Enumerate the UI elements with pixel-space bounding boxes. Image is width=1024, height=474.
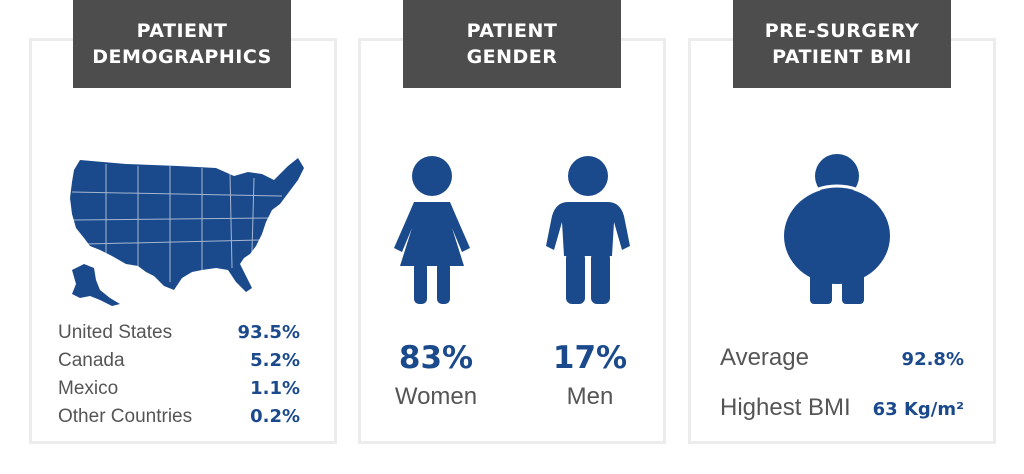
- country-label: Mexico: [58, 378, 119, 399]
- bmi-row-highest: Highest BMI 63 Kg/m²: [720, 394, 964, 422]
- country-value: 93.5%: [237, 322, 300, 343]
- bmi-title-line2: PATIENT BMI: [772, 46, 912, 68]
- bmi-highest-label: Highest BMI: [720, 394, 851, 421]
- country-label: Other Countries: [58, 406, 193, 427]
- women-percent: 83%: [398, 340, 474, 376]
- man-icon: [546, 156, 630, 304]
- men-label: Men: [566, 383, 614, 410]
- demographics-row: United States 93.5%: [58, 322, 300, 344]
- country-value: 1.1%: [250, 378, 300, 399]
- gender-title-line2: GENDER: [466, 46, 558, 68]
- bmi-average-value: 92.8%: [901, 349, 964, 370]
- demographics-row: Other Countries 0.2%: [58, 406, 300, 428]
- women-label: Women: [394, 383, 478, 410]
- bmi-row-average: Average 92.8%: [720, 344, 964, 372]
- demographics-title-line1: PATIENT: [136, 20, 228, 42]
- obese-person-icon: [782, 154, 892, 304]
- demographics-row: Canada 5.2%: [58, 350, 300, 372]
- gender-title-line1: PATIENT: [466, 20, 558, 42]
- bmi-highest-value: 63 Kg/m²: [872, 399, 964, 420]
- demographics-header: PATIENT DEMOGRAPHICS: [73, 0, 291, 88]
- woman-icon: [394, 156, 470, 304]
- usa-map-icon: [70, 158, 304, 306]
- country-value: 5.2%: [250, 350, 300, 371]
- country-label: Canada: [58, 350, 125, 371]
- country-value: 0.2%: [250, 406, 300, 427]
- country-label: United States: [58, 322, 173, 343]
- demographics-title-line2: DEMOGRAPHICS: [92, 46, 272, 68]
- gender-header: PATIENT GENDER: [403, 0, 621, 88]
- bmi-header: PRE-SURGERY PATIENT BMI: [733, 0, 951, 88]
- bmi-title-line1: PRE-SURGERY: [764, 20, 920, 42]
- men-percent: 17%: [552, 340, 628, 376]
- demographics-row: Mexico 1.1%: [58, 378, 300, 400]
- bmi-average-label: Average: [720, 344, 809, 371]
